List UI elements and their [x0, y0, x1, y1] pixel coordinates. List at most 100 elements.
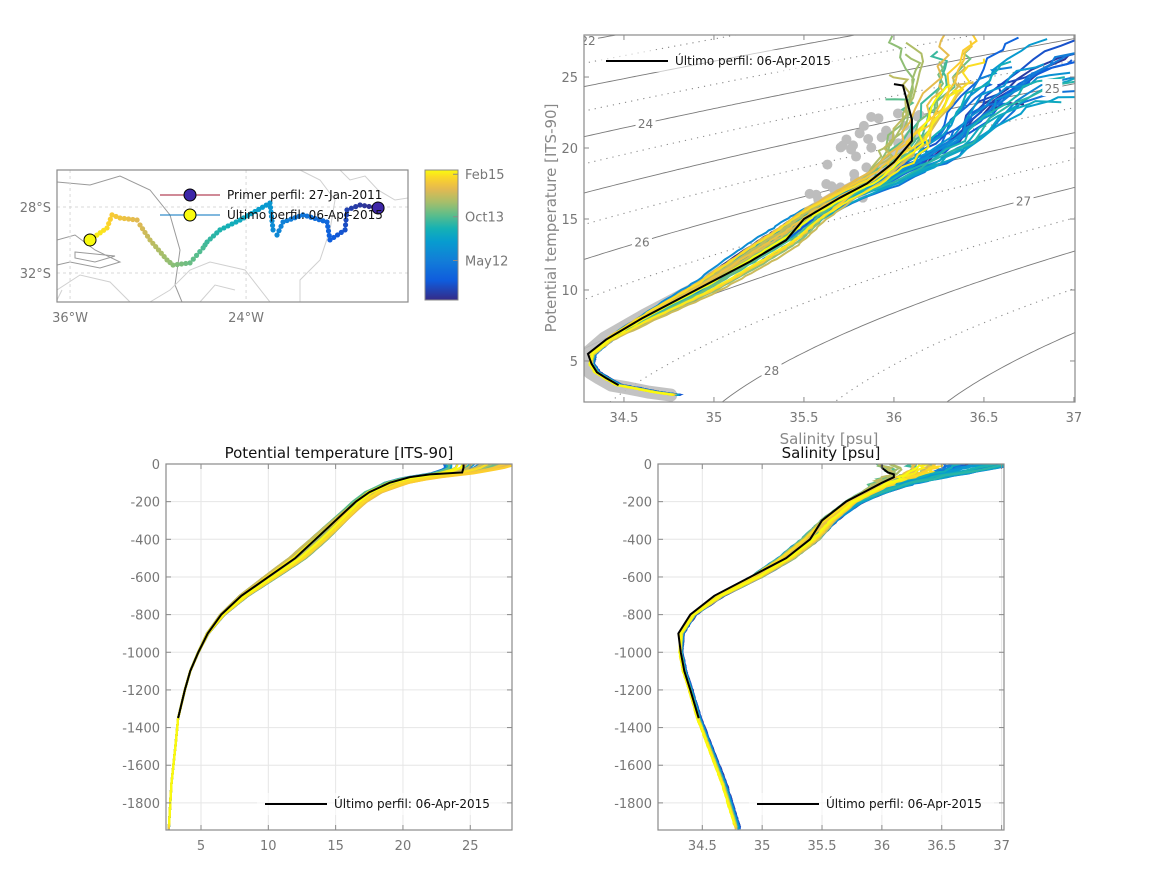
x-tick-label: 35	[754, 839, 771, 854]
track-point	[267, 204, 274, 211]
track-point	[139, 226, 146, 232]
contour-label-bg	[635, 114, 656, 132]
y-tick-label: -1400	[122, 722, 160, 737]
isopycnal-24	[584, 38, 1075, 138]
track-point	[366, 203, 372, 210]
track-point	[343, 212, 350, 218]
track-point	[269, 218, 275, 224]
x-tick-label: 36.5	[927, 839, 956, 854]
climatology-point	[851, 151, 862, 162]
legend-label: Último perfil: 06-Apr-2015	[826, 796, 982, 811]
track-point	[121, 215, 127, 222]
y-tick-label: -1200	[614, 684, 652, 699]
track-point	[334, 232, 341, 238]
x-tick-label: 36	[874, 839, 891, 854]
bathymetry-line	[339, 170, 408, 201]
y-tick-label: -1600	[614, 759, 652, 774]
y-tick-label: 28°S	[20, 201, 51, 216]
track-point	[325, 228, 332, 234]
y-tick-label: -600	[130, 571, 160, 586]
contour-label-bg	[631, 232, 652, 250]
legend-box	[598, 50, 843, 72]
y-tick-label: 0	[152, 458, 160, 473]
contour-label: 28	[764, 364, 779, 378]
map-panel: Primer perfil: 27-Jan-2011 Último perfil:…	[20, 168, 509, 326]
climatology-point	[841, 134, 852, 145]
x-tick-label: 34.5	[609, 411, 638, 426]
track-point	[338, 229, 344, 236]
x-tick-label: 34.5	[688, 839, 717, 854]
track-point	[130, 216, 136, 223]
plot-area	[167, 464, 512, 830]
climatology-point	[858, 120, 869, 131]
track-point	[193, 252, 200, 258]
bathymetry-line	[57, 175, 183, 302]
x-tick-label: 35	[706, 411, 723, 426]
track-point	[187, 260, 193, 266]
track-point	[174, 261, 180, 268]
contour-label-bg	[761, 360, 782, 378]
y-tick-label: 0	[644, 458, 652, 473]
bathymetry-line	[199, 284, 236, 302]
track-point	[106, 220, 112, 227]
climatology-point	[854, 128, 865, 139]
track-point	[316, 217, 322, 223]
track-point	[331, 234, 337, 241]
track-point	[178, 261, 185, 267]
track-point	[225, 223, 231, 229]
isopycnal-29	[946, 332, 1075, 402]
isopycnal-28	[721, 250, 1075, 402]
x-tick-label: 15	[327, 839, 344, 854]
track-point	[229, 221, 235, 227]
track-point	[137, 222, 143, 228]
colorbar-tick-label: Oct13	[465, 211, 504, 226]
x-tick-label: 35.5	[789, 411, 818, 426]
track-point	[268, 213, 275, 220]
track-point	[361, 203, 368, 209]
track-point	[344, 207, 350, 213]
colorbar	[424, 169, 459, 301]
x-tick-label: 36.5	[969, 411, 998, 426]
track-point	[200, 245, 206, 251]
ts-profile	[587, 83, 952, 396]
y-tick-label: -1400	[614, 722, 652, 737]
legend-box	[749, 793, 994, 815]
legend-label: Último perfil: 06-Apr-2015	[334, 796, 490, 811]
y-tick-label: -800	[622, 609, 652, 624]
colorbar-tick-label: May12	[465, 254, 508, 269]
climatology-point	[863, 134, 874, 145]
plot-area: 22 24 25 26 27 28	[584, 35, 1075, 402]
bathymetry-line	[149, 261, 271, 302]
climatology-point	[846, 144, 857, 155]
contour-label-bg	[1042, 79, 1063, 97]
ts-diagram-panel: 22 24 25 26 27 28 Último perfil: 06-Apr-2015 34…	[542, 34, 1082, 448]
track-point	[343, 217, 349, 223]
legend-marker-last	[183, 208, 197, 222]
y-tick-label: -1800	[614, 797, 652, 812]
x-tick-label: 5	[197, 839, 205, 854]
x-tick-label: 10	[260, 839, 277, 854]
climatology-point	[866, 111, 877, 122]
y-tick-label: -1600	[122, 759, 160, 774]
contour-label-bg	[1013, 191, 1034, 209]
track-point	[117, 215, 123, 221]
track-point	[342, 227, 348, 233]
legend-box	[257, 793, 502, 815]
x-tick-label: 36	[886, 411, 903, 426]
y-tick-label: -1000	[614, 646, 652, 661]
track-point	[288, 216, 294, 222]
track-point	[269, 222, 276, 229]
track-point	[304, 213, 310, 219]
last-profile-line	[177, 464, 465, 719]
salinity-profile-panel: Último perfil: 06-Apr-2015 34.5 35 35.5 36 36…	[614, 444, 1010, 854]
track-point	[296, 213, 302, 219]
y-tick-label: -1200	[122, 684, 160, 699]
track-point	[324, 219, 330, 225]
axes-box	[657, 463, 1005, 831]
track-point	[144, 233, 151, 239]
climatology-point	[804, 188, 815, 199]
track-point	[276, 228, 282, 234]
track-point	[134, 217, 140, 223]
temperature-profile-panel: Último perfil: 06-Apr-2015 5 10 15 20 25 0 -200…	[122, 444, 513, 854]
